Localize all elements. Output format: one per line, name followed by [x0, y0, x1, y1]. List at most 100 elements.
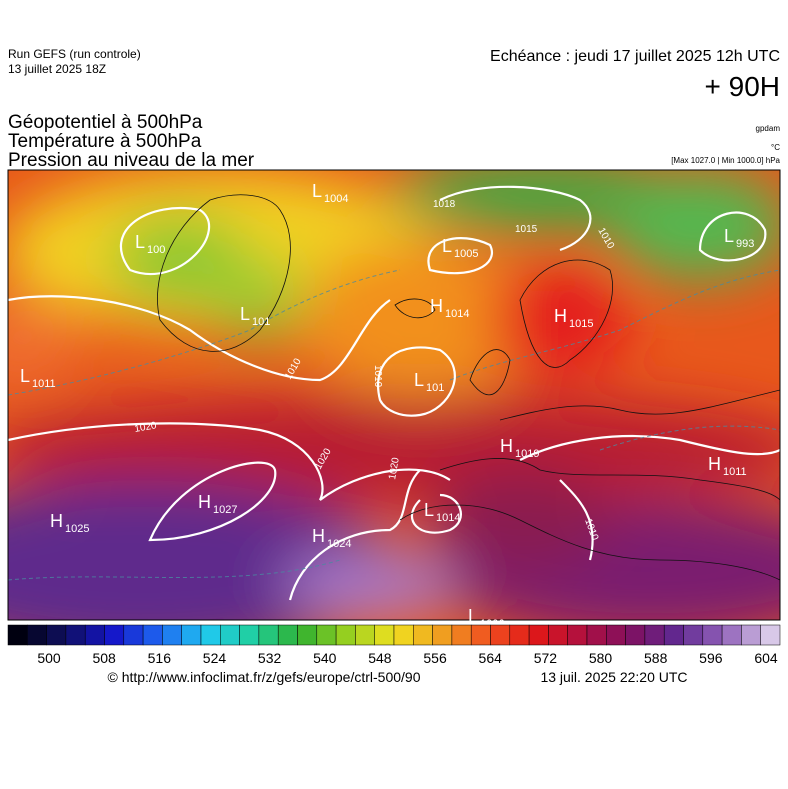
- colorbar-cell: [7, 624, 28, 646]
- colorbar-cell: [683, 624, 704, 646]
- center-value: 1024: [327, 538, 351, 550]
- colorbar-cell: [84, 624, 105, 646]
- center-value: 1011: [723, 466, 747, 478]
- valid-time: Echéance : jeudi 17 juillet 2025 12h UTC: [490, 48, 780, 65]
- center-kind: L: [414, 370, 424, 390]
- center-kind: H: [430, 296, 443, 316]
- colorbar-tick-label: 548: [368, 650, 392, 666]
- colorbar-cell: [548, 624, 568, 646]
- colorbar-cell: [644, 624, 665, 646]
- colorbar-cell: [220, 624, 240, 646]
- center-value: 1014: [436, 512, 460, 524]
- coastlines: [157, 194, 780, 581]
- colorbar-tick-label: 604: [754, 650, 778, 666]
- center-kind: L: [424, 500, 434, 520]
- colorbar-cell: [162, 624, 182, 646]
- colorbar-cell: [200, 624, 221, 646]
- field-unit: [Max 1027.0 | Min 1000.0] hPa: [671, 156, 780, 165]
- field-name: Géopotentiel à 500hPa: [8, 112, 203, 133]
- colorbar-tick-label: 532: [258, 650, 282, 666]
- colorbar-cell: [432, 624, 453, 646]
- colorbar-cell: [277, 624, 298, 646]
- colorbar-tick-label: 540: [313, 650, 337, 666]
- contour-label: 1015: [515, 224, 538, 235]
- center-kind: H: [708, 454, 721, 474]
- colorbar-tick-label: 588: [644, 650, 668, 666]
- pressure-center: L 1014: [424, 500, 460, 524]
- colorbar-cell: [27, 624, 47, 646]
- colorbar-tick-label: 508: [92, 650, 116, 666]
- colorbar-cell: [65, 624, 86, 646]
- center-kind: H: [50, 511, 63, 531]
- center-kind: L: [468, 606, 478, 626]
- colorbar-cell: [625, 624, 646, 646]
- pressure-center: H 1011: [708, 454, 747, 478]
- colorbar-tick-label: 564: [479, 650, 503, 666]
- pressure-center: L 101: [414, 370, 444, 394]
- center-value: 1004: [324, 193, 348, 205]
- pressure-center: L 1004: [312, 181, 348, 205]
- center-value: 100: [147, 244, 165, 256]
- colorbar-cell: [123, 624, 144, 646]
- field-unit: °C: [771, 143, 780, 152]
- pressure-center: L 1005: [442, 236, 478, 260]
- center-kind: L: [724, 226, 734, 246]
- generated-time: 13 juil. 2025 22:20 UTC: [540, 669, 687, 685]
- center-kind: H: [312, 526, 325, 546]
- pressure-center: L 1011: [20, 366, 56, 390]
- colorbar-cell: [721, 624, 742, 646]
- colorbar-cell: [413, 624, 433, 646]
- center-kind: L: [442, 236, 452, 256]
- center-kind: L: [20, 366, 30, 386]
- colorbar-cell: [509, 624, 530, 646]
- pressure-center: H 1014: [430, 296, 469, 320]
- colorbar-tick-label: 572: [534, 650, 558, 666]
- center-value: 1027: [213, 504, 237, 516]
- pressure-center: H 1024: [312, 526, 351, 550]
- center-value: 1019: [515, 448, 539, 460]
- colorbar-cell: [355, 624, 375, 646]
- field-name: Pression au niveau de la mer: [8, 150, 255, 171]
- colorbar-cell: [760, 624, 781, 646]
- colorbar-tick-label: 596: [699, 650, 723, 666]
- colorbar-cell: [374, 624, 395, 646]
- colorbar-cell: [142, 624, 163, 646]
- center-kind: L: [135, 232, 145, 252]
- center-value: 1005: [454, 248, 478, 260]
- center-value: 1011: [32, 378, 56, 390]
- source-url: © http://www.infoclimat.fr/z/gefs/europe…: [107, 669, 420, 685]
- contour-label: 1018: [433, 199, 456, 210]
- center-value: 993: [736, 238, 754, 250]
- contour-label: 1010: [372, 365, 383, 388]
- run-label: Run GEFS (run controle): [8, 47, 141, 61]
- pressure-center: H 1015: [554, 306, 593, 330]
- colorbar-tick-label: 580: [589, 650, 613, 666]
- pressure-center: H 1025: [50, 511, 89, 535]
- isobars: [8, 185, 780, 601]
- colorbar: 500 508 516 524 532 540 548 556 564 572 580 588 596 6…: [7, 624, 781, 666]
- isotherms: [8, 269, 780, 581]
- colorbar-cell: [586, 624, 607, 646]
- colorbar-cell: [606, 624, 626, 646]
- colorbar-cell: [490, 624, 511, 646]
- colorbar-cell: [258, 624, 279, 646]
- center-kind: H: [198, 492, 211, 512]
- colorbar-cell: [702, 624, 723, 646]
- colorbar-tick-label: 524: [203, 650, 227, 666]
- pressure-center: H 1019: [500, 436, 539, 460]
- colorbar-cell: [239, 624, 260, 646]
- field-unit: gpdam: [756, 124, 781, 133]
- colorbar-cell: [470, 624, 491, 646]
- pressure-center: L 101: [240, 304, 270, 328]
- pressure-center: L 100: [135, 232, 165, 256]
- center-value: 1014: [445, 308, 469, 320]
- field-name: Température à 500hPa: [8, 131, 202, 152]
- lead-time: + 90H: [705, 71, 781, 102]
- colorbar-cell: [451, 624, 472, 646]
- contour-label: 1020: [387, 456, 402, 480]
- contour-label: 1020: [134, 420, 158, 435]
- pressure-center: L 993: [724, 226, 754, 250]
